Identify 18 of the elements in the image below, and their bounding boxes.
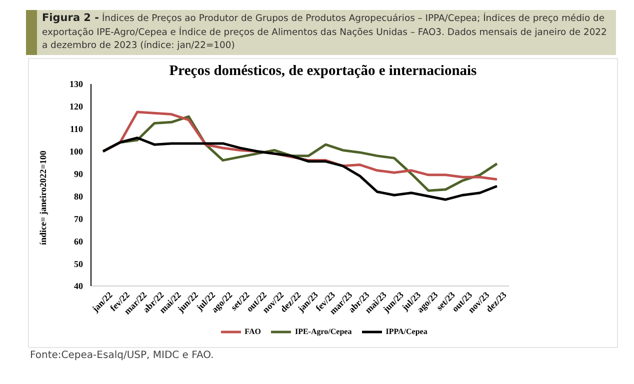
legend-label: IPPA/Cepea bbox=[386, 326, 428, 336]
line-series bbox=[102, 136, 498, 201]
y-tick-label: 120 bbox=[70, 102, 84, 112]
legend-label: FAO bbox=[244, 326, 261, 336]
source-note: Fonte:Cepea-Esalq/USP, MIDC e FAO. bbox=[30, 350, 214, 361]
y-tick-label: 130 bbox=[70, 79, 84, 90]
y-tick-label: 70 bbox=[74, 214, 84, 224]
y-tick-label: 60 bbox=[74, 236, 84, 246]
y-tick-label: 50 bbox=[74, 258, 84, 269]
y-tick-label: 90 bbox=[74, 168, 84, 179]
y-tick-label: 80 bbox=[74, 191, 84, 202]
y-tick-label: 100 bbox=[70, 146, 84, 157]
chart-title: Preços domésticos, de exportação e internacionais bbox=[168, 63, 478, 80]
legend-label: IPE-Agro/Cepea bbox=[294, 326, 352, 336]
text: Figura 2 - bbox=[42, 12, 100, 24]
y-tick-label: 40 bbox=[74, 281, 84, 292]
y-tick-label: 110 bbox=[70, 124, 84, 134]
y-axis-title: índice= janeiro2022=100 bbox=[38, 150, 48, 245]
